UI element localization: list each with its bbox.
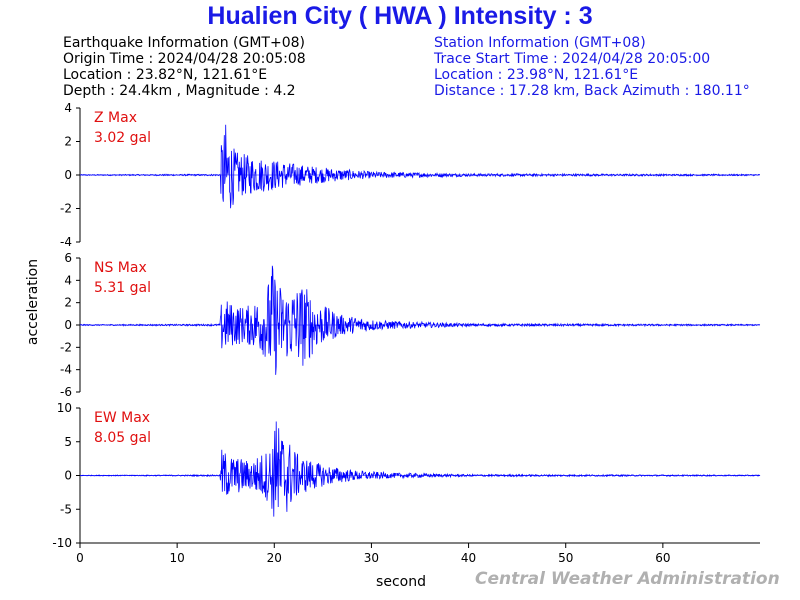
station-info: Station Information (GMT+08) Trace Start… (434, 35, 750, 99)
y-tick-label: -10 (52, 536, 72, 550)
trace-start-time: Trace Start Time : 2024/04/28 20:05:00 (434, 51, 711, 67)
y-tick-label: 6 (64, 251, 72, 265)
station-heading: Station Information (GMT+08) (434, 35, 646, 51)
x-tick-label: 40 (461, 551, 476, 565)
y-tick-label: -2 (60, 202, 72, 216)
max-label-z: Z Max (94, 110, 137, 126)
y-tick-label: 4 (64, 273, 72, 287)
earthquake-info: Earthquake Information (GMT+08) Origin T… (63, 35, 306, 99)
x-tick-label: 20 (267, 551, 282, 565)
waveform-z (79, 124, 760, 209)
station-location: Location : 23.98°N, 121.61°E (434, 67, 639, 83)
x-tick-label: 60 (655, 551, 670, 565)
y-tick-label: -5 (60, 502, 72, 516)
max-value-ew: 8.05 gal (94, 430, 151, 446)
y-tick-label: -6 (60, 385, 72, 399)
max-label-ns: NS Max (94, 260, 147, 276)
y-tick-label: 0 (64, 318, 72, 332)
y-tick-label: -2 (60, 340, 72, 354)
x-tick-label: 0 (76, 551, 84, 565)
max-value-ns: 5.31 gal (94, 280, 151, 296)
max-label-ew: EW Max (94, 410, 150, 426)
y-tick-label: 10 (57, 401, 72, 415)
y-tick-label: 0 (64, 168, 72, 182)
y-tick-label: 0 (64, 469, 72, 483)
y-axis-label: acceleration (25, 259, 41, 345)
origin-time: Origin Time : 2024/04/28 20:05:08 (63, 51, 306, 67)
x-tick-label: 10 (170, 551, 185, 565)
x-axis-label: second (376, 574, 426, 590)
agency-footer: Central Weather Administration (475, 569, 780, 589)
earthquake-location: Location : 23.82°N, 121.61°E (63, 67, 268, 83)
y-tick-label: 5 (64, 435, 72, 449)
waveform-ew (80, 421, 761, 517)
y-tick-label: 2 (64, 296, 72, 310)
y-tick-label: 4 (64, 101, 72, 115)
y-tick-label: 2 (64, 135, 72, 149)
chart-title: Hualien City ( HWA ) Intensity : 3 (207, 2, 593, 30)
x-tick-label: 30 (364, 551, 379, 565)
waveform-ns (79, 265, 761, 375)
y-tick-label: -4 (60, 363, 72, 377)
depth-magnitude: Depth : 24.4km , Magnitude : 4.2 (63, 83, 296, 99)
x-tick-label: 50 (558, 551, 573, 565)
distance-azimuth: Distance : 17.28 km, Back Azimuth : 180.… (434, 83, 750, 99)
y-tick-label: -4 (60, 235, 72, 249)
max-value-z: 3.02 gal (94, 130, 151, 146)
earthquake-heading: Earthquake Information (GMT+08) (63, 35, 305, 51)
